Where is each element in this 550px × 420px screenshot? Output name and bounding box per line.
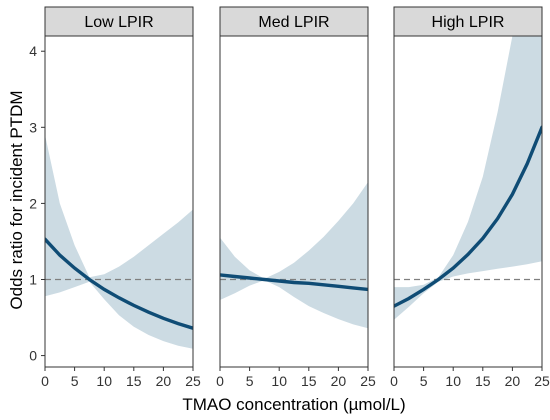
plot-area: 0 1 2 3 4 Low LPIR 0 5 10 15 20 25 Med LPIR 0 5 10 15 20 2… [29, 6, 550, 389]
y-tick-label: 1 [29, 271, 37, 287]
y-tick-label: 2 [29, 195, 37, 211]
x-tick-label: 25 [360, 373, 376, 389]
y-tick-label: 0 [29, 348, 37, 364]
y-tick-label: 4 [29, 43, 37, 59]
x-tick-label: 5 [71, 373, 79, 389]
panel-frame [44, 35, 194, 368]
panel-plot-content [220, 182, 368, 329]
facet-panel-1: Low LPIR 0 5 10 15 20 25 [41, 6, 201, 389]
x-tick-label: 10 [96, 373, 112, 389]
panel-frame [219, 35, 369, 368]
x-tick-label: 15 [301, 373, 317, 389]
confidence-band [220, 182, 368, 329]
x-tick-label: 25 [534, 373, 550, 389]
panel-frame [393, 35, 543, 368]
x-tick-label: 20 [331, 373, 347, 389]
x-tick-label: 20 [505, 373, 521, 389]
panel-plot-content [394, 36, 542, 320]
facet-panel-2: Med LPIR 0 5 10 15 20 25 [216, 6, 376, 389]
x-tick-label: 15 [475, 373, 491, 389]
confidence-band [45, 134, 193, 349]
panel-strip [44, 6, 194, 37]
x-tick-label: 0 [41, 373, 49, 389]
x-tick-label: 20 [156, 373, 172, 389]
y-axis-title: Odds ratio for incident PTDM [7, 90, 26, 309]
y-tick-label: 3 [29, 119, 37, 135]
x-tick-label: 0 [390, 373, 398, 389]
x-tick-label: 5 [420, 373, 428, 389]
x-tick-label: 15 [126, 373, 142, 389]
panel-title: High LPIR [432, 14, 505, 31]
panel-plot-content [45, 134, 193, 349]
odds-ratio-line [45, 237, 193, 330]
x-tick-label: 10 [445, 373, 461, 389]
panel-title: Low LPIR [84, 14, 153, 31]
odds-ratio-line [220, 273, 368, 292]
facet-panel-3: High LPIR 0 5 10 15 20 25 [390, 6, 550, 389]
x-tick-label: 0 [216, 373, 224, 389]
x-axis-title: TMAO concentration (µmol/L) [182, 395, 405, 414]
odds-ratio-line [394, 125, 542, 308]
panel-title: Med LPIR [258, 14, 329, 31]
x-tick-label: 10 [271, 373, 287, 389]
confidence-band [394, 36, 542, 320]
x-tick-label: 5 [246, 373, 254, 389]
x-tick-label: 25 [185, 373, 201, 389]
